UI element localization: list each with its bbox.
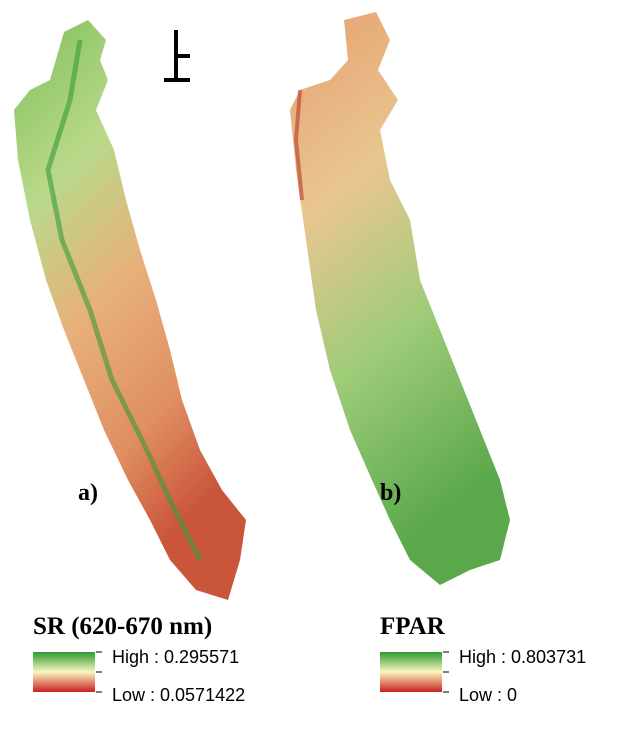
legend-ticks [443, 651, 449, 693]
map-a-ridge [45, 39, 203, 562]
legend-ramp [380, 652, 442, 692]
panel-label: b) [380, 480, 401, 506]
map-a [14, 20, 246, 600]
north-arrow [164, 30, 190, 82]
legend-title: SR (620-670 nm) [33, 613, 212, 640]
map-b-coast [293, 89, 304, 201]
legend-title: FPAR [380, 613, 446, 640]
legend-ramp [33, 652, 95, 692]
panel-label: a) [78, 480, 98, 506]
map-b [290, 12, 510, 585]
legend-low: Low : 0 [459, 685, 517, 705]
legend-ticks [96, 651, 102, 693]
legend-high: High : 0.803731 [459, 647, 586, 667]
legend-low: Low : 0.0571422 [112, 685, 245, 705]
legend-high: High : 0.295571 [112, 647, 239, 667]
